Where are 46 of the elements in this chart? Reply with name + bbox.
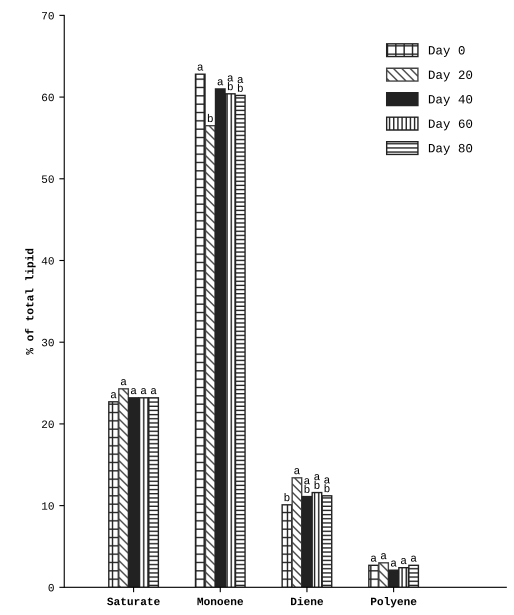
bar — [291, 477, 302, 588]
y-tick-label: 10 — [42, 502, 54, 510]
x-tick-label: Diene — [291, 597, 324, 606]
data-label: b — [284, 493, 290, 502]
data-label: a — [218, 79, 224, 86]
data-label: a — [390, 560, 397, 567]
bar — [118, 388, 130, 588]
y-axis-title: % of total lipid — [25, 248, 36, 355]
data-label: a b — [324, 477, 330, 492]
bar — [108, 401, 120, 588]
bar — [378, 562, 390, 588]
data-label: a b — [228, 75, 234, 90]
data-label: a — [110, 392, 117, 398]
data-label: a b — [238, 77, 244, 92]
data-label: b — [208, 114, 213, 122]
bar — [281, 504, 292, 588]
data-label: a — [410, 556, 417, 562]
legend-label: Day 40 — [428, 94, 472, 106]
data-label: a — [400, 558, 407, 564]
bar — [368, 564, 380, 588]
y-tick-label: 0 — [48, 584, 54, 592]
x-tick-label: Saturate — [107, 598, 160, 606]
y-tick-label: 40 — [42, 257, 54, 265]
legend-label: Day 60 — [428, 119, 472, 130]
data-label: a b — [314, 474, 320, 489]
x-tick-label: Monoene — [197, 598, 244, 606]
legend-label: Day 80 — [428, 144, 472, 155]
data-label: a — [120, 379, 127, 386]
data-label: a — [198, 64, 204, 71]
data-label: a — [380, 553, 387, 560]
data-label: a — [130, 388, 137, 394]
legend-label: Day 20 — [428, 70, 472, 82]
y-tick-label: 60 — [42, 94, 54, 102]
bar — [194, 74, 206, 588]
x-tick-label: Polyene — [371, 597, 416, 608]
y-tick-label: 20 — [42, 420, 54, 428]
y-tick-label: 30 — [42, 338, 54, 346]
legend-label: Day 0 — [428, 46, 465, 57]
y-tick-label: 50 — [42, 175, 54, 183]
bar — [204, 124, 216, 588]
data-label: a — [294, 468, 300, 474]
data-label: a — [150, 388, 157, 394]
data-label: a — [370, 556, 377, 562]
data-label: a — [140, 388, 147, 394]
y-tick-label: 70 — [42, 12, 54, 20]
data-label: a b — [304, 478, 310, 494]
